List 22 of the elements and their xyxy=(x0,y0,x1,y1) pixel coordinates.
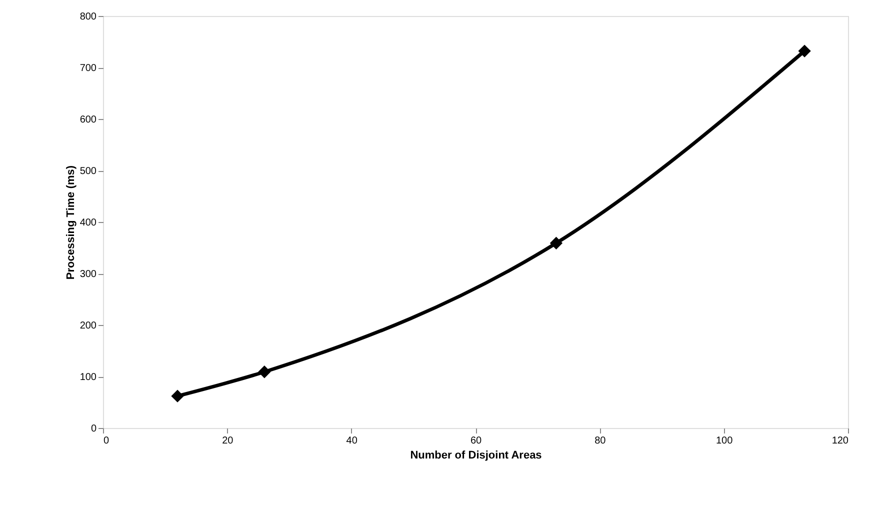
y-axis-title: Processing Time (ms) xyxy=(64,165,77,280)
y-tick-label: 100 xyxy=(80,372,97,383)
x-tick-label: 120 xyxy=(832,436,849,446)
point xyxy=(550,236,563,250)
x-tick-label: 0 xyxy=(104,436,110,446)
x-tick-label: 20 xyxy=(222,436,234,446)
y-tick-label: 700 xyxy=(80,63,97,74)
x-tick-label: 100 xyxy=(716,436,734,446)
y-tick-label: 0 xyxy=(90,424,97,434)
x-axis-title: Number of Disjoint Areas xyxy=(410,450,542,462)
x-tick-label: 60 xyxy=(470,436,482,446)
x-tick-label: 40 xyxy=(346,436,358,446)
y-tick-label: 800 xyxy=(80,12,97,22)
point xyxy=(798,44,811,58)
x-tick-label: 80 xyxy=(594,436,606,446)
point xyxy=(258,366,271,378)
y-tick-label: 600 xyxy=(80,114,97,126)
y-tick-label: 300 xyxy=(80,269,97,280)
y-tick-label: 200 xyxy=(80,320,97,332)
y-tick-label: 500 xyxy=(80,166,97,177)
y-tick-label: 400 xyxy=(80,218,97,228)
point xyxy=(171,390,184,402)
